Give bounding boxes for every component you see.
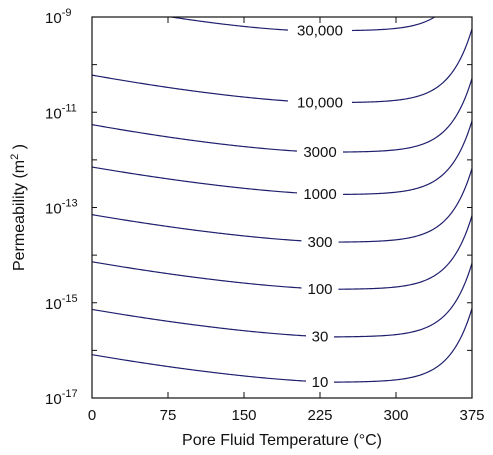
contour-label-background <box>288 21 352 40</box>
x-axis-label: Pore Fluid Temperature (°C) <box>182 432 382 449</box>
x-tick-label: 75 <box>160 407 177 424</box>
contour-lines <box>92 17 472 383</box>
x-axis-ticks: 0 75 150 225 300 375 <box>88 17 485 424</box>
y-axis-label: Permeability (m2 ) <box>9 144 28 271</box>
contour-label-background <box>297 143 343 162</box>
contour-label: 10 <box>312 374 329 391</box>
x-tick-label: 150 <box>231 407 256 424</box>
contour-line-5 <box>92 215 472 290</box>
contour-label: 10,000 <box>297 95 343 112</box>
x-tick-label: 0 <box>88 407 96 424</box>
contour-label-background <box>306 372 334 391</box>
contour-label: 300 <box>307 234 332 251</box>
contour-label-group-2: 3000 <box>297 143 343 162</box>
y-axis-ticks: 10-9 10-11 10-13 10-15 10-17 <box>45 7 472 408</box>
contour-line-2 <box>92 78 472 153</box>
contour-label-group-3: 1000 <box>297 185 343 204</box>
contour-line-0 <box>167 17 436 32</box>
contour-label-background <box>301 279 339 298</box>
y-tick-label: 10-9 <box>45 7 71 27</box>
contour-label: 1000 <box>303 186 336 203</box>
y-axis-label-text: Permeability (m <box>11 160 28 271</box>
contour-label: 100 <box>307 281 332 298</box>
contour-line-3 <box>92 120 472 196</box>
x-tick-label: 225 <box>307 407 332 424</box>
contour-label-background <box>288 93 352 112</box>
contour-line-6 <box>92 263 472 338</box>
contour-label-background <box>306 327 334 346</box>
y-axis-label-close: ) <box>11 144 28 154</box>
y-tick-label: 10-13 <box>45 198 78 218</box>
contour-label-group-5: 100 <box>301 279 339 298</box>
y-tick-label: 10-17 <box>45 388 78 408</box>
y-axis-label-superscript: 2 <box>9 154 21 160</box>
contour-label-group-6: 30 <box>306 327 334 346</box>
contour-label: 30 <box>312 329 329 346</box>
contour-label-background <box>297 185 343 204</box>
contour-line-7 <box>92 308 472 383</box>
contour-label-group-4: 300 <box>301 232 339 251</box>
x-tick-label: 300 <box>383 407 408 424</box>
y-tick-label: 10-15 <box>45 293 78 313</box>
contour-label-group-0: 30,000 <box>288 21 352 40</box>
contour-line-4 <box>92 168 472 243</box>
contour-label-group-7: 10 <box>306 372 334 391</box>
contour-line-1 <box>92 28 472 104</box>
contour-label: 3000 <box>303 144 336 161</box>
contour-labels: 30,000 10,000 3000 1000 300 100 30 10 <box>288 21 352 391</box>
contour-label: 30,000 <box>297 23 343 40</box>
y-tick-label: 10-11 <box>45 102 77 122</box>
contour-label-group-1: 10,000 <box>288 93 352 112</box>
contour-label-background <box>301 232 339 251</box>
x-tick-label: 375 <box>459 407 484 424</box>
plot-frame <box>91 16 473 399</box>
